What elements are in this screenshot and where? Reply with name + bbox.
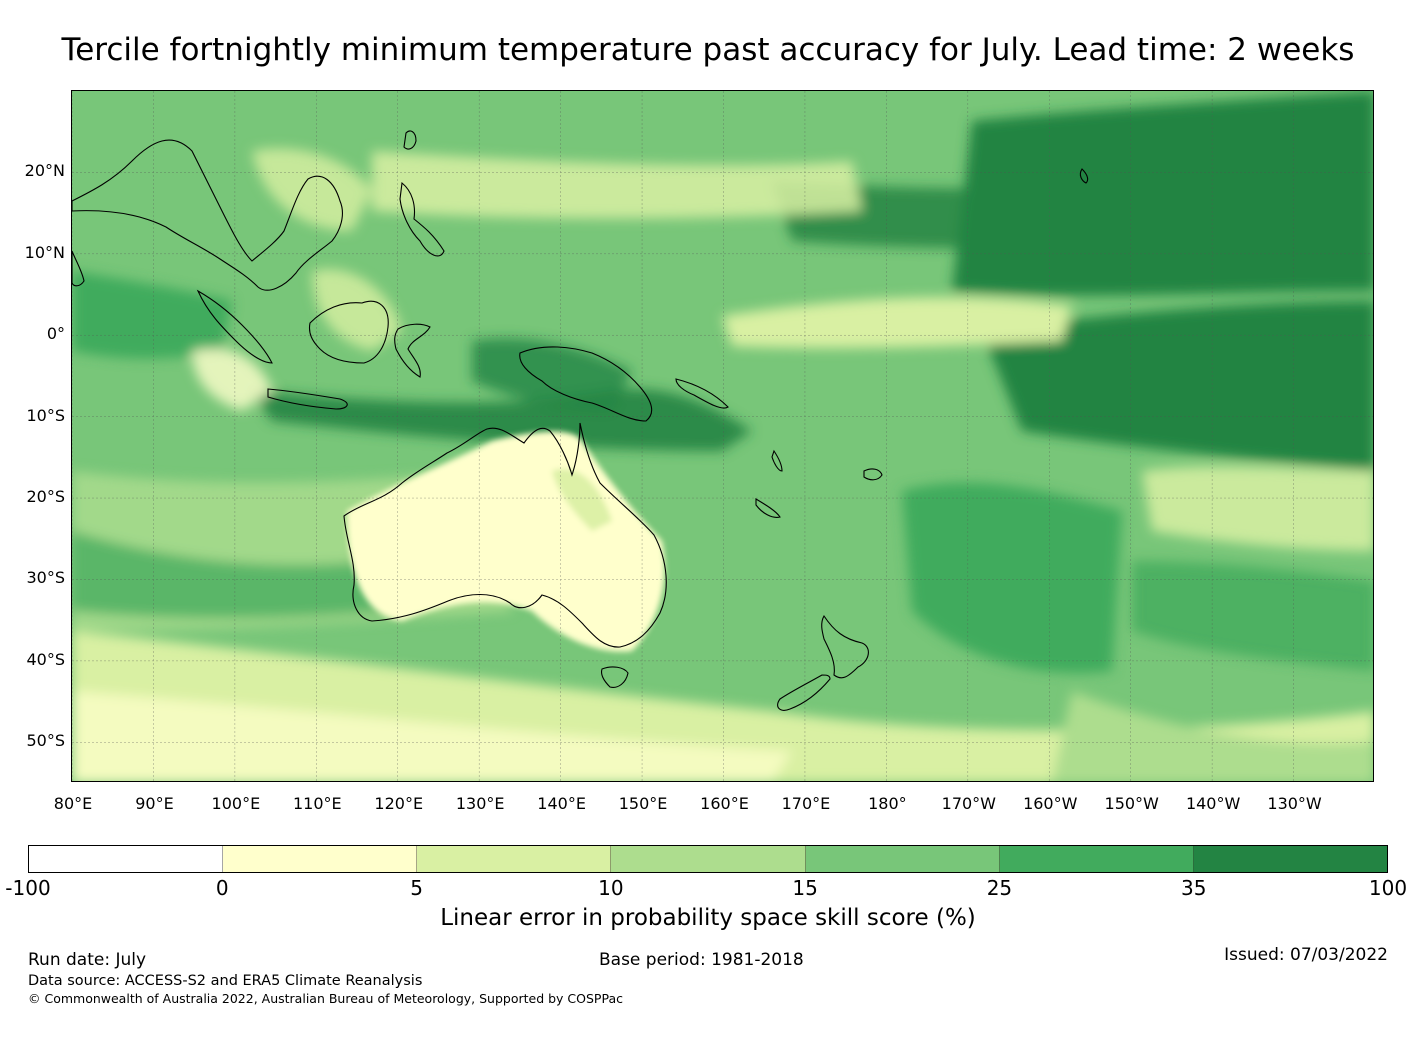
sri-lanka-coastline (72, 250, 85, 287)
taiwan-coastline (403, 130, 417, 150)
longitude-label: 120°E (374, 794, 424, 813)
base-period: Base period: 1981-2018 (599, 950, 804, 970)
longitude-label: 160°E (700, 794, 749, 813)
new-zealand-south-coastline (777, 674, 831, 711)
colorbar-tick-label: 15 (792, 876, 818, 900)
colorbar-segment (999, 846, 1194, 872)
colorbar-tick-label: -100 (5, 876, 51, 900)
sumatra-coastline (196, 289, 273, 364)
colorbar-tick-label: 5 (410, 876, 423, 900)
coastlines (72, 130, 1089, 711)
longitude-label: 80°E (53, 794, 93, 813)
colorbar-tick-label: 35 (1180, 876, 1207, 900)
map-canvas (72, 91, 1373, 781)
map-gridlines (72, 91, 1373, 781)
tasmania-coastline (600, 666, 629, 688)
longitude-label: 180° (868, 794, 907, 813)
colorbar-segment (611, 846, 806, 872)
longitude-label: 140°E (537, 794, 586, 813)
australia-coastline (343, 422, 667, 648)
colorbar-segment (1193, 846, 1387, 872)
longitude-label: 150°E (618, 794, 668, 813)
colorbar-segment (223, 846, 418, 872)
copyright: © Commonwealth of Australia 2022, Austra… (28, 991, 623, 1006)
longitude-label: 100°E (211, 794, 261, 813)
latitude-label: 10°N (24, 242, 65, 262)
colorbar-tick-label: 0 (215, 876, 229, 900)
sulawesi-coastline (394, 323, 431, 378)
new-caledonia-coastline (755, 498, 781, 518)
longitude-label: 160°W (1023, 794, 1078, 813)
colorbar-tick-label: 25 (986, 876, 1013, 900)
latitude-label: 30°S (26, 568, 65, 588)
latitude-label: 20°N (24, 161, 65, 181)
solomon-islands-coastline (675, 378, 729, 409)
colorbar (28, 845, 1388, 873)
colorbar-segment (805, 846, 1000, 872)
longitude-label: 90°E (135, 794, 174, 813)
skill-field-regions (72, 91, 1373, 781)
java-coastline (267, 388, 348, 410)
issued-date: Issued: 07/03/2022 (1224, 945, 1388, 965)
borneo-coastline (308, 300, 389, 364)
latitude-label: 20°S (26, 487, 65, 507)
longitude-label: 170°E (781, 794, 831, 813)
colorbar-segment (417, 846, 612, 872)
colorbar-tick-label: 10 (598, 876, 624, 900)
longitude-label: 130°W (1267, 794, 1322, 813)
vanuatu-coastline (771, 449, 783, 472)
philippines-coastline (399, 181, 445, 257)
data-source: Data source: ACCESS-S2 and ERA5 Climate … (28, 973, 423, 989)
new-guinea-coastline (519, 346, 653, 422)
skill-score-map (71, 90, 1374, 782)
colorbar-segment (29, 846, 224, 872)
longitude-label: 130°E (455, 794, 505, 813)
longitude-label: 170°W (941, 794, 996, 813)
australia-landmass-field (347, 431, 665, 652)
longitude-label: 150°W (1104, 794, 1159, 813)
latitude-label: 50°S (26, 731, 65, 751)
colorbar-tick-label: 100 (1368, 876, 1408, 900)
hawaii-coastline (1079, 168, 1089, 184)
latitude-label: 10°S (26, 405, 65, 425)
colorbar-label: Linear error in probability space skill … (440, 905, 976, 931)
chart-title: Tercile fortnightly minimum temperature … (61, 32, 1355, 68)
longitude-label: 110°E (292, 794, 342, 813)
new-zealand-north-coastline (821, 614, 869, 679)
mainland-asia-coastline (72, 139, 343, 291)
latitude-label: 0° (46, 324, 65, 344)
fiji-coastline (863, 468, 883, 481)
longitude-label: 140°W (1185, 794, 1241, 813)
run-date: Run date: July (28, 950, 147, 970)
latitude-label: 40°S (26, 649, 65, 669)
